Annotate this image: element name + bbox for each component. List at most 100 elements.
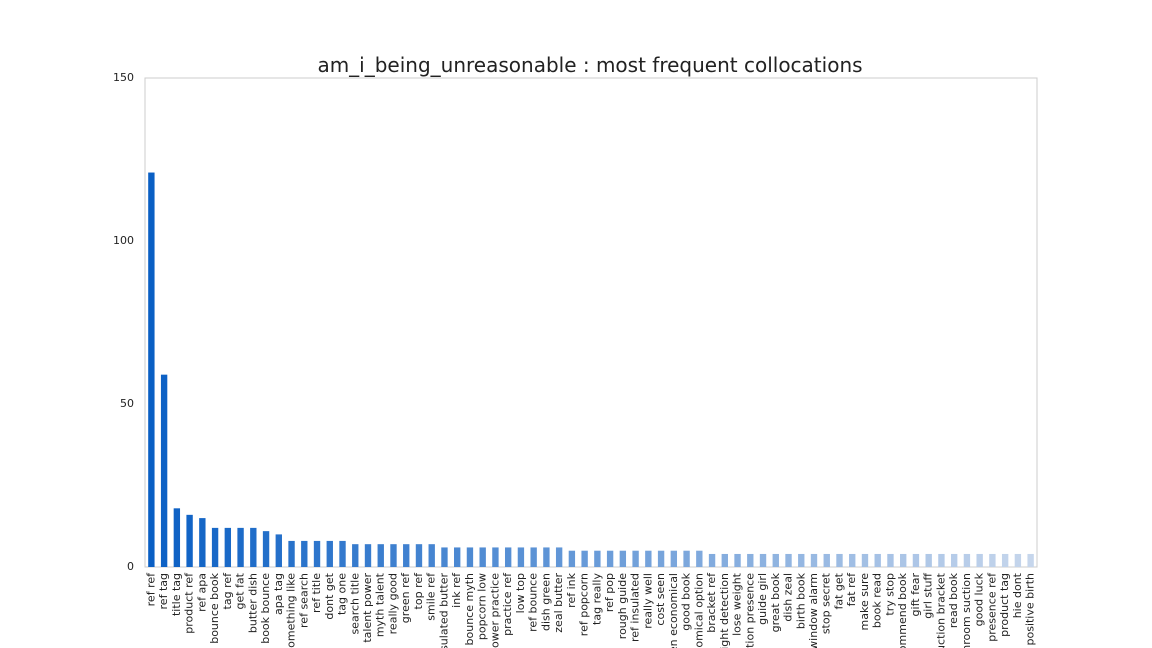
bar: [390, 544, 397, 567]
bar: [708, 553, 716, 567]
bar: [211, 527, 219, 567]
x-tick-label: book read: [871, 573, 884, 628]
x-tick-label: try stop: [883, 573, 896, 616]
x-tick-label: girl stuff: [922, 573, 935, 619]
bar: [568, 550, 576, 567]
x-tick-label: ref popcorn: [578, 573, 591, 636]
x-tick-label: really good: [386, 573, 399, 634]
x-tick-label: ref insulated: [629, 573, 642, 642]
x-tick-label: dish zeal: [782, 573, 795, 622]
x-tick-label: ref search: [297, 573, 310, 628]
bar: [810, 553, 818, 567]
x-tick-label: ref title: [310, 573, 323, 613]
y-tick-label: 150: [113, 71, 134, 84]
x-tick-label: butter dish: [246, 573, 259, 633]
x-tick-label: gift fear: [909, 573, 922, 617]
bar: [428, 544, 435, 567]
x-tick-label: make sure: [858, 573, 871, 631]
bar: [492, 547, 499, 567]
bar: [1014, 553, 1022, 567]
bar: [657, 550, 665, 567]
x-tick-label: ref tag: [157, 573, 170, 609]
bar: [275, 534, 282, 567]
x-tick-label: fat get: [832, 572, 845, 609]
x-tick-label: green ref: [399, 572, 412, 623]
bar: [874, 553, 881, 567]
bar: [1001, 553, 1009, 567]
bar: [313, 540, 321, 567]
bar: [250, 527, 257, 567]
bar: [466, 547, 474, 567]
bar: [1027, 553, 1034, 567]
bar: [759, 553, 767, 567]
x-tick-label: popcorn low: [476, 573, 489, 640]
bar: [849, 553, 856, 567]
chart-title: am_i_being_unreasonable : most frequent …: [317, 53, 862, 77]
bar: [288, 540, 295, 567]
bar: [160, 374, 168, 567]
bar: [173, 508, 181, 567]
bar: [594, 550, 601, 567]
bar: [454, 547, 461, 567]
bar: [262, 531, 270, 567]
bars-group: [148, 172, 1034, 568]
bar: [530, 547, 537, 567]
x-tick-label: ction presence: [743, 573, 756, 648]
x-tick-label: get fat: [234, 572, 247, 609]
bar: [696, 550, 703, 567]
bar: [823, 553, 830, 567]
x-tick-label: low top: [514, 573, 527, 613]
bar: [555, 547, 563, 567]
bar: [479, 547, 486, 567]
x-tick-label: top ref: [412, 572, 425, 610]
bar: [517, 547, 525, 567]
x-tick-label: good luck: [973, 572, 986, 626]
bar: [950, 553, 958, 567]
x-tick-label: nsulated butter: [437, 573, 450, 648]
x-tick-label: search title: [348, 573, 361, 635]
bar: [976, 553, 983, 567]
x-tick-label: product ref: [183, 572, 196, 634]
bar: [606, 550, 614, 567]
x-tick-label: title tag: [170, 573, 183, 616]
bar: [747, 553, 754, 567]
bar: [504, 547, 512, 567]
x-tick-label: apa tag: [272, 573, 285, 615]
x-tick-label: talent power: [361, 573, 374, 643]
x-tick-label: tag ref: [221, 572, 234, 610]
x-tick-label: ref bounce: [527, 573, 540, 632]
bar: [415, 544, 423, 567]
bar: [199, 518, 206, 567]
x-tick-label: ink ref: [450, 572, 463, 608]
x-tick-label: product tag: [998, 573, 1011, 637]
x-tick-label: ommend book: [896, 572, 909, 648]
bar: [237, 527, 244, 567]
bar: [403, 544, 410, 567]
x-tick-label: lose weight: [731, 572, 744, 636]
bar: [301, 540, 308, 567]
bar: [925, 553, 932, 567]
x-tick-label: nomical option: [692, 573, 705, 648]
bar: [683, 550, 690, 567]
bar: [836, 553, 843, 567]
bar: [989, 553, 996, 567]
x-axis-ticks: ref ref ref tag title tag product ref ref ap…: [144, 572, 1036, 648]
y-tick-label: 0: [127, 560, 134, 573]
bar: [543, 547, 550, 567]
bar: [186, 514, 193, 567]
x-tick-label: zeal butter: [552, 573, 565, 633]
x-tick-label: dont get: [323, 572, 336, 619]
x-tick-label: stop secret: [820, 572, 833, 634]
bar: [339, 540, 346, 567]
x-tick-label: myth talent: [374, 572, 387, 637]
x-tick-label: ref apa: [195, 573, 208, 612]
x-tick-label: great book: [769, 572, 782, 632]
x-tick-label: ref pop: [603, 573, 616, 612]
x-tick-label: fat ref: [845, 572, 858, 606]
bar: [632, 550, 639, 567]
bar: [670, 550, 678, 567]
bar: [900, 553, 907, 567]
x-tick-label: power practice: [488, 573, 501, 648]
x-tick-label: bounce myth: [463, 573, 476, 646]
y-tick-label: 100: [113, 234, 134, 247]
